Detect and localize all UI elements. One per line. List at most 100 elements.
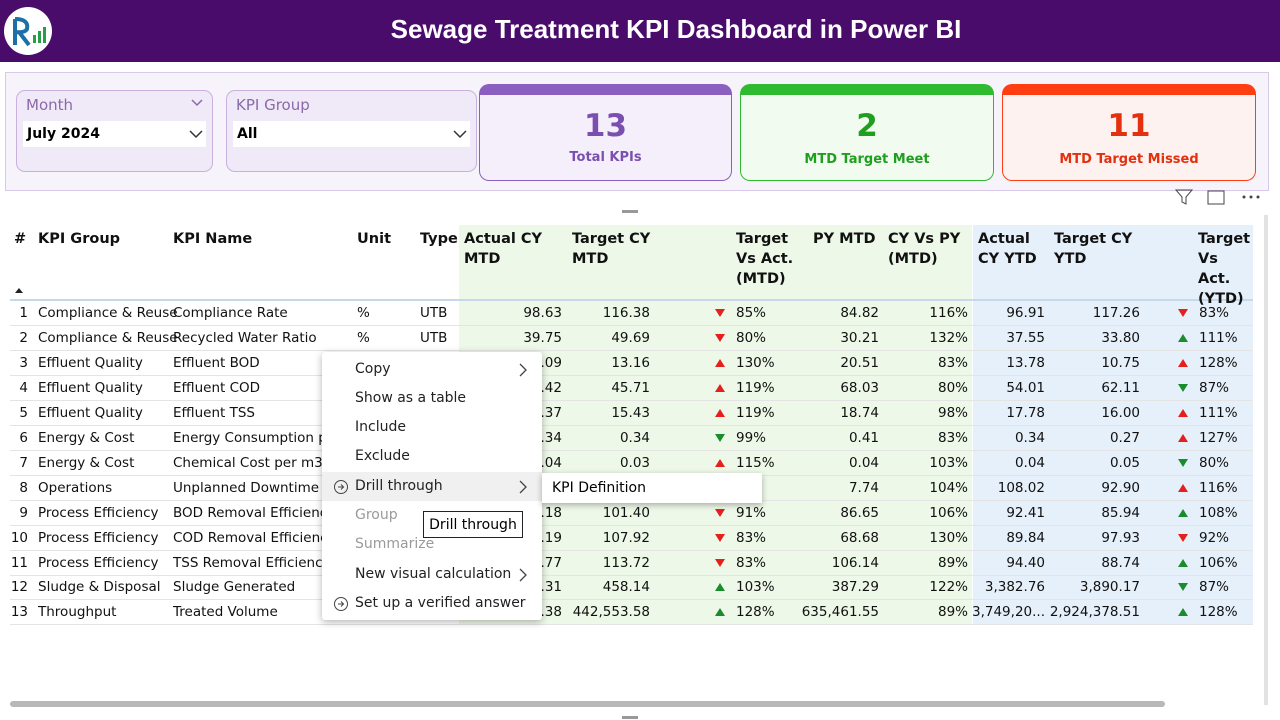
card-label: MTD Target Missed [1059,152,1199,167]
table-cell: 91% [736,504,767,521]
slicer-dropdown[interactable]: All [233,121,470,147]
menu-item[interactable]: Drill through [322,472,542,501]
table-cell: 68.03 [840,379,879,396]
status-arrow [715,458,725,467]
status-arrow [1178,508,1188,517]
table-cell: 62.11 [1101,379,1140,396]
context-menu: Copy Show as a table Include Exclude Drill t… [322,352,542,620]
table-cell: UTB [420,305,448,321]
submenu-item[interactable]: KPI Definition [552,480,646,496]
menu-item-label: Include [355,419,406,435]
card-label: Total KPIs [569,150,642,165]
table-cell: Unplanned Downtime Ho [173,479,342,496]
status-arrow [1178,309,1188,317]
month-slicer[interactable]: Month July 2024 [16,90,213,172]
table-cell: 92% [1199,529,1230,546]
visual-header-icons [1174,189,1260,205]
column-header: Type [420,231,458,247]
table-cell: 119% [736,404,775,421]
table-cell: % [357,329,370,346]
table-cell: 0.04 [848,454,879,471]
menu-item: Group [322,501,542,530]
table-cell: 92.90 [1101,479,1140,496]
status-arrow [715,309,725,317]
menu-item-label: Summarize [355,536,435,552]
kpi-group-slicer[interactable]: KPI Group All [226,90,477,172]
resize-grip [622,716,638,719]
header-bar: Sewage Treatment KPI Dashboard in Power … [0,0,1280,62]
status-arrow [1178,333,1188,342]
table-cell: .38 [540,604,562,621]
table-cell: 97.93 [1101,529,1140,546]
table-cell: Effluent BOD [173,354,260,371]
table-cell: 128% [1199,604,1238,621]
kpi-card: 13 Total KPIs [479,84,732,181]
slicer-value: July 2024 [27,126,100,142]
table-cell: 85% [736,305,767,321]
menu-item[interactable]: Set up a verified answer [322,589,542,618]
tooltip: Drill through [423,511,523,538]
table-cell: 15.43 [611,404,650,421]
menu-item[interactable]: Show as a table [322,384,542,413]
menu-item-label: Set up a verified answer [355,595,526,611]
table-cell: 86.65 [840,504,879,521]
table-cell: .09 [540,354,562,371]
table-cell: BOD Removal Efficiency [173,504,336,521]
table-cell: .04 [540,454,562,471]
menu-item[interactable]: New visual calculation [322,560,542,589]
status-arrow [1178,458,1188,467]
status-arrow [715,408,725,417]
table-cell: 127% [1199,429,1238,446]
table-cell: 0.05 [1109,454,1140,471]
slicer-dropdown[interactable]: July 2024 [23,121,206,147]
table-cell: 80% [1199,454,1230,471]
table-cell: 442,553.58 [572,604,650,621]
table-cell: 0.41 [848,429,879,446]
table-cell: Treated Volume [173,604,278,621]
table-cell: 83% [937,354,968,371]
status-arrow [1178,433,1188,442]
chevron [189,130,203,139]
table-cell: 111% [1199,404,1238,421]
v-scrollbar[interactable] [1264,215,1268,705]
column-header: Target Vs Act. (MTD) [736,231,794,287]
table-cell: 7.74 [848,479,879,496]
row-divider [10,599,1253,600]
table-cell: 106% [929,504,968,521]
table-cell: 10.75 [1101,354,1140,371]
h-scrollbar[interactable] [10,701,1165,707]
filter-icon[interactable] [1174,189,1194,205]
menu-icon [334,480,348,494]
table-cell: 5 [19,404,28,421]
table-cell: Compliance Rate [173,305,288,321]
table-cell: 0.34 [619,429,650,446]
sort-indicator [15,288,23,293]
table-cell: 3,749,20... [972,604,1045,621]
table-cell: 130% [736,354,775,371]
status-arrow [715,383,725,392]
status-arrow [1178,583,1188,592]
table-cell: 106% [1199,554,1238,571]
logo [4,7,52,55]
table-cell: 122% [929,579,968,596]
table-cell: 2 [19,329,28,346]
table-cell: Compliance & Reuse [38,329,178,346]
menu-item[interactable]: Copy [322,355,542,384]
table-cell: Operations [38,479,113,496]
menu-item[interactable]: Include [322,413,542,442]
column-header: Actual CY YTD [978,231,1037,267]
column-header: Actual CY MTD [464,231,543,267]
status-arrow [715,358,725,367]
status-arrow [1178,533,1188,542]
table-cell: 87% [1199,579,1230,596]
status-arrow [715,583,725,592]
submenu-chevron [519,363,527,377]
table-cell: Sludge Generated [173,579,296,596]
table-cell: 54.01 [1006,379,1045,396]
menu-item[interactable]: Exclude [322,442,542,471]
focus-icon[interactable] [1207,190,1225,205]
table-cell: Process Efficiency [38,504,159,521]
row-divider [10,575,1253,576]
submenu-chevron [519,480,527,494]
table-cell: 17.78 [1006,404,1045,421]
